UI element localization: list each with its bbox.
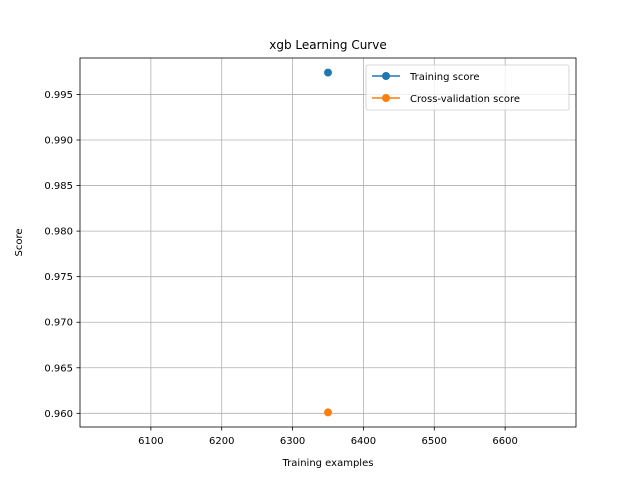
y-tick-label: 0.980 — [44, 227, 73, 238]
plot-area-frame — [79, 57, 577, 428]
chart-title: xgb Learning Curve — [269, 38, 386, 52]
y-axis-title: Score — [14, 228, 25, 256]
x-tick-label: 6600 — [492, 436, 517, 447]
x-tick-label: 6400 — [351, 436, 376, 447]
legend-box — [365, 64, 570, 111]
x-tick-label: 6500 — [422, 436, 447, 447]
data-point — [324, 408, 332, 417]
y-tick-label: 0.970 — [44, 318, 73, 329]
x-tick-label: 6300 — [280, 436, 305, 447]
y-tick-label: 0.995 — [44, 90, 73, 101]
legend-marker — [382, 72, 390, 80]
data-point — [324, 68, 332, 77]
legend-label: Cross-validation score — [410, 94, 520, 105]
y-tick-label: 0.960 — [44, 409, 73, 420]
x-tick-label: 6100 — [138, 436, 163, 447]
legend-label: Training score — [409, 72, 480, 83]
grid — [80, 58, 576, 427]
y-tick-label: 0.990 — [44, 136, 73, 147]
y-tick-label: 0.985 — [44, 181, 73, 192]
data-points — [324, 68, 332, 417]
legend: Training score Cross-validation score — [365, 64, 570, 111]
x-tick-label: 6200 — [209, 436, 234, 447]
axis-ticks: 6100 6200 6300 6400 6500 6600 0.960 0.965 0.970 0… — [44, 90, 518, 447]
y-tick-label: 0.965 — [44, 363, 73, 374]
x-axis-title: Training examples — [282, 458, 374, 469]
legend-marker — [382, 94, 390, 102]
y-tick-label: 0.975 — [44, 272, 73, 283]
